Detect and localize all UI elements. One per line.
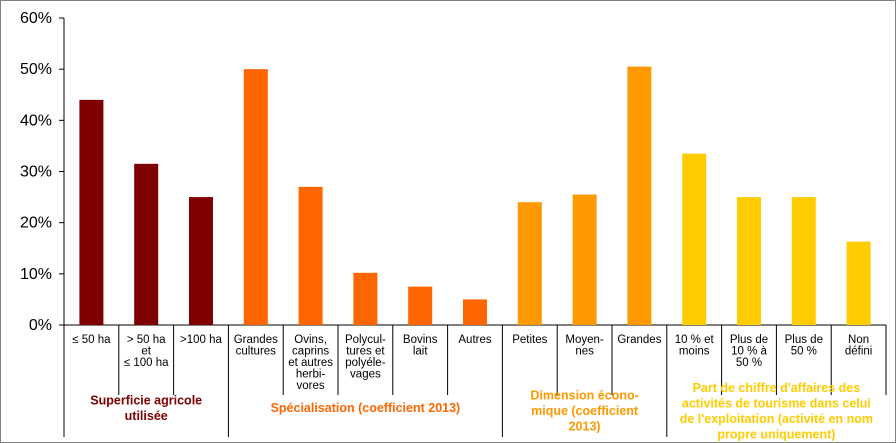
category-label: 50 % xyxy=(736,357,762,369)
category-label: Polycul- xyxy=(345,334,386,346)
bar xyxy=(737,197,761,325)
category-label: Grandes xyxy=(617,334,661,346)
category-label: Grandes xyxy=(234,334,278,346)
group-label: propre uniquement) xyxy=(717,427,835,441)
category-label: Autres xyxy=(458,334,491,346)
bar xyxy=(846,241,871,325)
category-label: lait xyxy=(413,346,429,358)
category-label: Plus de xyxy=(730,334,768,346)
bar xyxy=(627,66,652,325)
bar xyxy=(408,286,433,325)
bar xyxy=(791,197,816,325)
category-label: >100 ha xyxy=(180,334,222,346)
bar xyxy=(463,299,487,325)
category-label: 10 % à xyxy=(731,346,767,358)
category-label: herbi- xyxy=(296,369,326,381)
category-label: nes xyxy=(575,346,594,358)
group-label: mique (coefficient xyxy=(531,404,639,418)
category-label: caprins xyxy=(292,346,329,358)
group-label: activités de tourisme dans celui xyxy=(682,396,871,410)
category-label: Bovins xyxy=(403,334,438,346)
bar xyxy=(682,153,707,325)
category-label: vores xyxy=(297,380,325,392)
y-tick-label: 0% xyxy=(29,317,52,334)
category-label: cultures xyxy=(236,346,277,358)
bar xyxy=(572,194,597,325)
bar xyxy=(134,163,159,325)
bar xyxy=(79,99,104,325)
bar xyxy=(243,69,268,326)
bar xyxy=(517,202,542,325)
category-label: Moyen- xyxy=(565,334,604,346)
bar xyxy=(189,197,213,325)
group-label: utilisée xyxy=(125,409,168,423)
bar xyxy=(353,272,378,325)
group-label: Part de chiffre d'affaires des xyxy=(693,381,861,395)
category-label: et autres xyxy=(288,357,333,369)
y-tick-label: 10% xyxy=(20,266,52,283)
y-tick-label: 40% xyxy=(20,112,52,129)
y-tick-label: 30% xyxy=(20,164,52,181)
category-label: Ovins, xyxy=(294,334,327,346)
category-label: moins xyxy=(679,346,710,358)
category-label: vages xyxy=(350,369,381,381)
y-tick-label: 20% xyxy=(20,215,52,232)
group-label: 2013) xyxy=(569,420,601,434)
group-label: Spécialisation (coefficient 2013) xyxy=(271,401,461,415)
category-label: et xyxy=(141,346,151,358)
category-label: défini xyxy=(845,346,873,358)
category-label: Plus de xyxy=(785,334,823,346)
category-label: ≤ 50 ha xyxy=(72,334,111,346)
category-label: tures et xyxy=(346,346,385,358)
category-label: 10 % et xyxy=(675,334,715,346)
category-label: ≤ 100 ha xyxy=(124,357,169,369)
group-label: Dimension écono- xyxy=(530,389,638,403)
category-label: polyéle- xyxy=(345,357,385,369)
category-label: > 50 ha xyxy=(127,334,166,346)
bar xyxy=(298,186,323,325)
y-tick-label: 60% xyxy=(20,10,52,27)
category-label: Petites xyxy=(512,334,547,346)
group-label: de l'exploitation (activité en nom xyxy=(680,412,873,426)
y-tick-label: 50% xyxy=(20,61,52,78)
category-label: 50 % xyxy=(791,346,817,358)
category-label: Non xyxy=(848,334,869,346)
group-label: Superficie agricole xyxy=(90,393,202,407)
